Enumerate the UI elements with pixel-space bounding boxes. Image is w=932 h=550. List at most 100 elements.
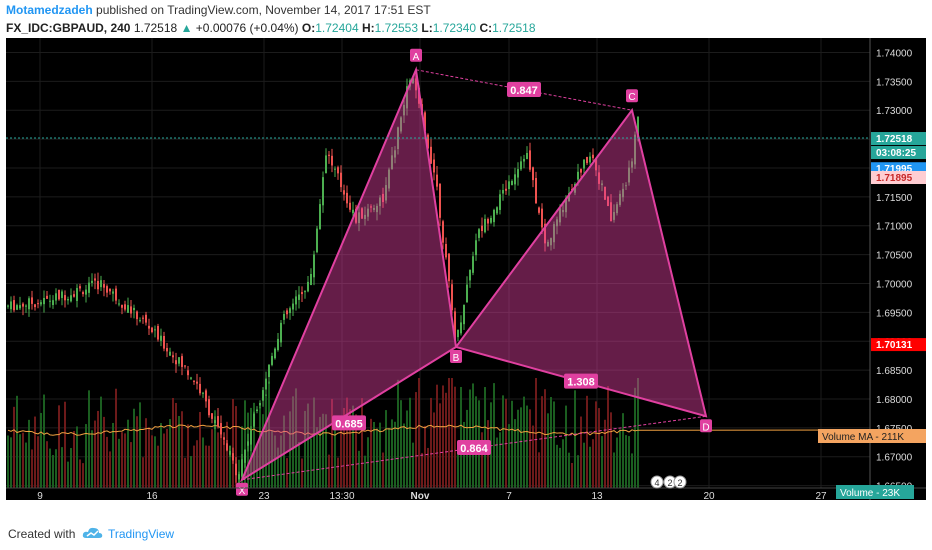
- volume-bar: [595, 401, 597, 488]
- volume-bar: [409, 397, 411, 488]
- ratio-label-bg: [457, 440, 491, 456]
- candle: [52, 300, 54, 306]
- volume-bar: [502, 395, 504, 488]
- volume-ma-tag: Volume MA - 211K: [822, 432, 904, 443]
- candle: [19, 305, 21, 309]
- ratio-label-bg: [564, 373, 598, 389]
- footer: [0, 500, 932, 550]
- candle: [103, 284, 105, 288]
- volume-tag-bg: [836, 485, 914, 499]
- candle: [238, 474, 240, 480]
- volume-bar: [298, 442, 300, 488]
- candle: [550, 238, 552, 246]
- candlestick-chart[interactable]: 0.685 0.847 1.308 0.864 X A B C D 1.74000 1.73500…: [6, 38, 926, 502]
- volume-bar: [118, 438, 120, 488]
- volume-bar: [637, 378, 639, 488]
- volume-bar: [469, 389, 471, 488]
- price-tick-label: 1.70000: [876, 279, 913, 290]
- candle: [463, 304, 465, 325]
- volume-bar: [37, 436, 39, 488]
- volume-bar: [559, 447, 561, 488]
- candle: [175, 360, 177, 365]
- chart-area[interactable]: 0.685 0.847 1.308 0.864 X A B C D 1.74000 1.73500…: [6, 38, 926, 502]
- tradingview-cloud-icon[interactable]: [82, 525, 104, 541]
- point-label-bg: [236, 482, 248, 496]
- candle: [634, 134, 636, 165]
- candle: [331, 155, 333, 166]
- volume-bar: [151, 435, 153, 488]
- candle: [148, 325, 150, 329]
- candle: [457, 329, 459, 338]
- volume-bar: [220, 425, 222, 488]
- volume-bar: [283, 415, 285, 488]
- candle: [199, 383, 201, 394]
- volume-bar: [397, 379, 399, 488]
- published-text: published on TradingView.com, November 1…: [92, 3, 431, 17]
- tradingview-brand[interactable]: TradingView: [108, 527, 175, 541]
- volume-bar: [346, 397, 348, 488]
- candle: [79, 286, 81, 289]
- candle: [367, 208, 369, 217]
- candle: [286, 310, 288, 315]
- volume-bar: [265, 394, 267, 488]
- price-tag-bg: [871, 171, 926, 185]
- candle: [160, 335, 162, 341]
- volume-bar: [610, 412, 612, 488]
- volume-bar: [460, 386, 462, 488]
- volume-bar: [382, 452, 384, 488]
- volume-bar: [334, 423, 336, 488]
- price-tick-label: 1.73000: [876, 106, 913, 117]
- price-tick-label: 1.71000: [876, 222, 913, 233]
- volume-bar: [562, 439, 564, 488]
- author-link[interactable]: Motamedzadeh: [6, 3, 93, 17]
- candle: [106, 286, 108, 293]
- volume-bar: [55, 449, 57, 488]
- volume-bar: [373, 421, 375, 488]
- candle: [145, 314, 147, 323]
- volume-bar: [391, 419, 393, 488]
- candle: [553, 224, 555, 243]
- volume-bar: [277, 447, 279, 488]
- candle: [355, 208, 357, 223]
- volume-bar: [94, 420, 96, 488]
- candle: [292, 303, 294, 310]
- candle: [265, 378, 267, 390]
- candle: [142, 317, 144, 319]
- volume-bar: [556, 444, 558, 488]
- volume-bar: [301, 458, 303, 488]
- volume-tag: Volume - 23K: [840, 488, 900, 499]
- volume-bar: [316, 427, 318, 488]
- candle: [85, 289, 87, 295]
- event-badge-count: 2: [677, 478, 682, 488]
- volume-bar: [187, 424, 189, 488]
- candle: [121, 304, 123, 308]
- volume-bar: [262, 414, 264, 488]
- point-label-bg: [700, 419, 712, 433]
- candle: [46, 295, 48, 299]
- candle: [496, 207, 498, 214]
- volume-bar: [406, 410, 408, 488]
- candle: [127, 305, 129, 313]
- volume-bar: [256, 444, 258, 488]
- candle: [262, 390, 264, 401]
- volume-bar: [592, 439, 594, 488]
- time-axis[interactable]: 9 16 23 13:30 Nov 7 13 20 27: [6, 487, 926, 502]
- candle: [481, 225, 483, 232]
- candle: [370, 206, 372, 208]
- last-price: 1.72518: [133, 21, 178, 35]
- volume-bar: [532, 425, 534, 488]
- candle: [343, 190, 345, 195]
- candle: [433, 159, 435, 173]
- volume-bar: [217, 432, 219, 488]
- harmonic-pattern[interactable]: 0.685 0.847 1.308 0.864 X A B C D: [236, 48, 712, 497]
- volume-bars: [7, 378, 639, 488]
- volume-bar: [172, 397, 174, 488]
- volume-bar: [100, 396, 102, 488]
- volume-bar: [163, 433, 165, 488]
- candle: [13, 300, 15, 311]
- symbol-label[interactable]: FX_IDC:GBPAUD, 240: [6, 21, 131, 35]
- candle: [163, 335, 165, 349]
- candle: [400, 117, 402, 132]
- volume-bar: [496, 437, 498, 488]
